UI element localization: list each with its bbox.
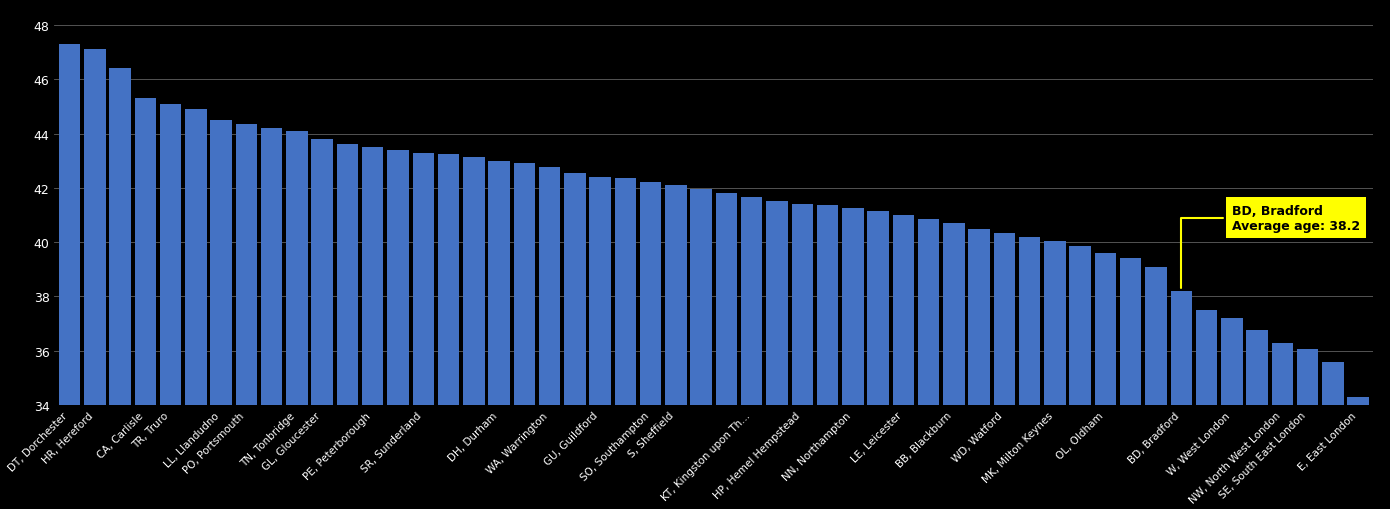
Bar	[438, 155, 459, 509]
Bar	[867, 211, 888, 509]
Bar	[741, 198, 763, 509]
Bar	[311, 139, 334, 509]
Bar	[83, 50, 106, 509]
Bar	[361, 148, 384, 509]
Bar	[1069, 247, 1091, 509]
Bar	[488, 161, 510, 509]
Bar	[539, 168, 560, 509]
Bar	[388, 151, 409, 509]
Bar	[135, 99, 156, 509]
Bar	[1220, 319, 1243, 509]
Bar	[1044, 241, 1066, 509]
Bar	[969, 229, 990, 509]
Bar	[589, 178, 610, 509]
Bar	[917, 219, 940, 509]
Bar	[564, 174, 585, 509]
Bar	[1272, 343, 1293, 509]
Bar	[791, 205, 813, 509]
Bar	[261, 129, 282, 509]
Bar	[1347, 397, 1369, 509]
Bar	[463, 157, 485, 509]
Bar	[1019, 237, 1040, 509]
Bar	[1120, 259, 1141, 509]
Bar	[513, 164, 535, 509]
Bar	[817, 206, 838, 509]
Bar	[286, 131, 307, 509]
Bar	[994, 233, 1015, 509]
Bar	[1145, 267, 1166, 509]
Bar	[1322, 362, 1344, 509]
Bar	[1095, 253, 1116, 509]
Bar	[691, 190, 712, 509]
Bar	[639, 183, 662, 509]
Bar	[716, 194, 737, 509]
Bar	[1170, 292, 1193, 509]
Bar	[336, 145, 359, 509]
Bar	[892, 215, 915, 509]
Bar	[842, 209, 863, 509]
Bar	[666, 186, 687, 509]
Bar	[160, 104, 181, 509]
Text: BD, Bradford
Average age: 38.2: BD, Bradford Average age: 38.2	[1182, 204, 1359, 289]
Bar	[1195, 310, 1218, 509]
Bar	[210, 121, 232, 509]
Bar	[58, 45, 81, 509]
Bar	[236, 125, 257, 509]
Bar	[110, 69, 131, 509]
Bar	[1247, 331, 1268, 509]
Bar	[942, 223, 965, 509]
Bar	[413, 153, 434, 509]
Bar	[185, 110, 207, 509]
Bar	[766, 202, 788, 509]
Bar	[614, 179, 637, 509]
Bar	[1297, 350, 1318, 509]
